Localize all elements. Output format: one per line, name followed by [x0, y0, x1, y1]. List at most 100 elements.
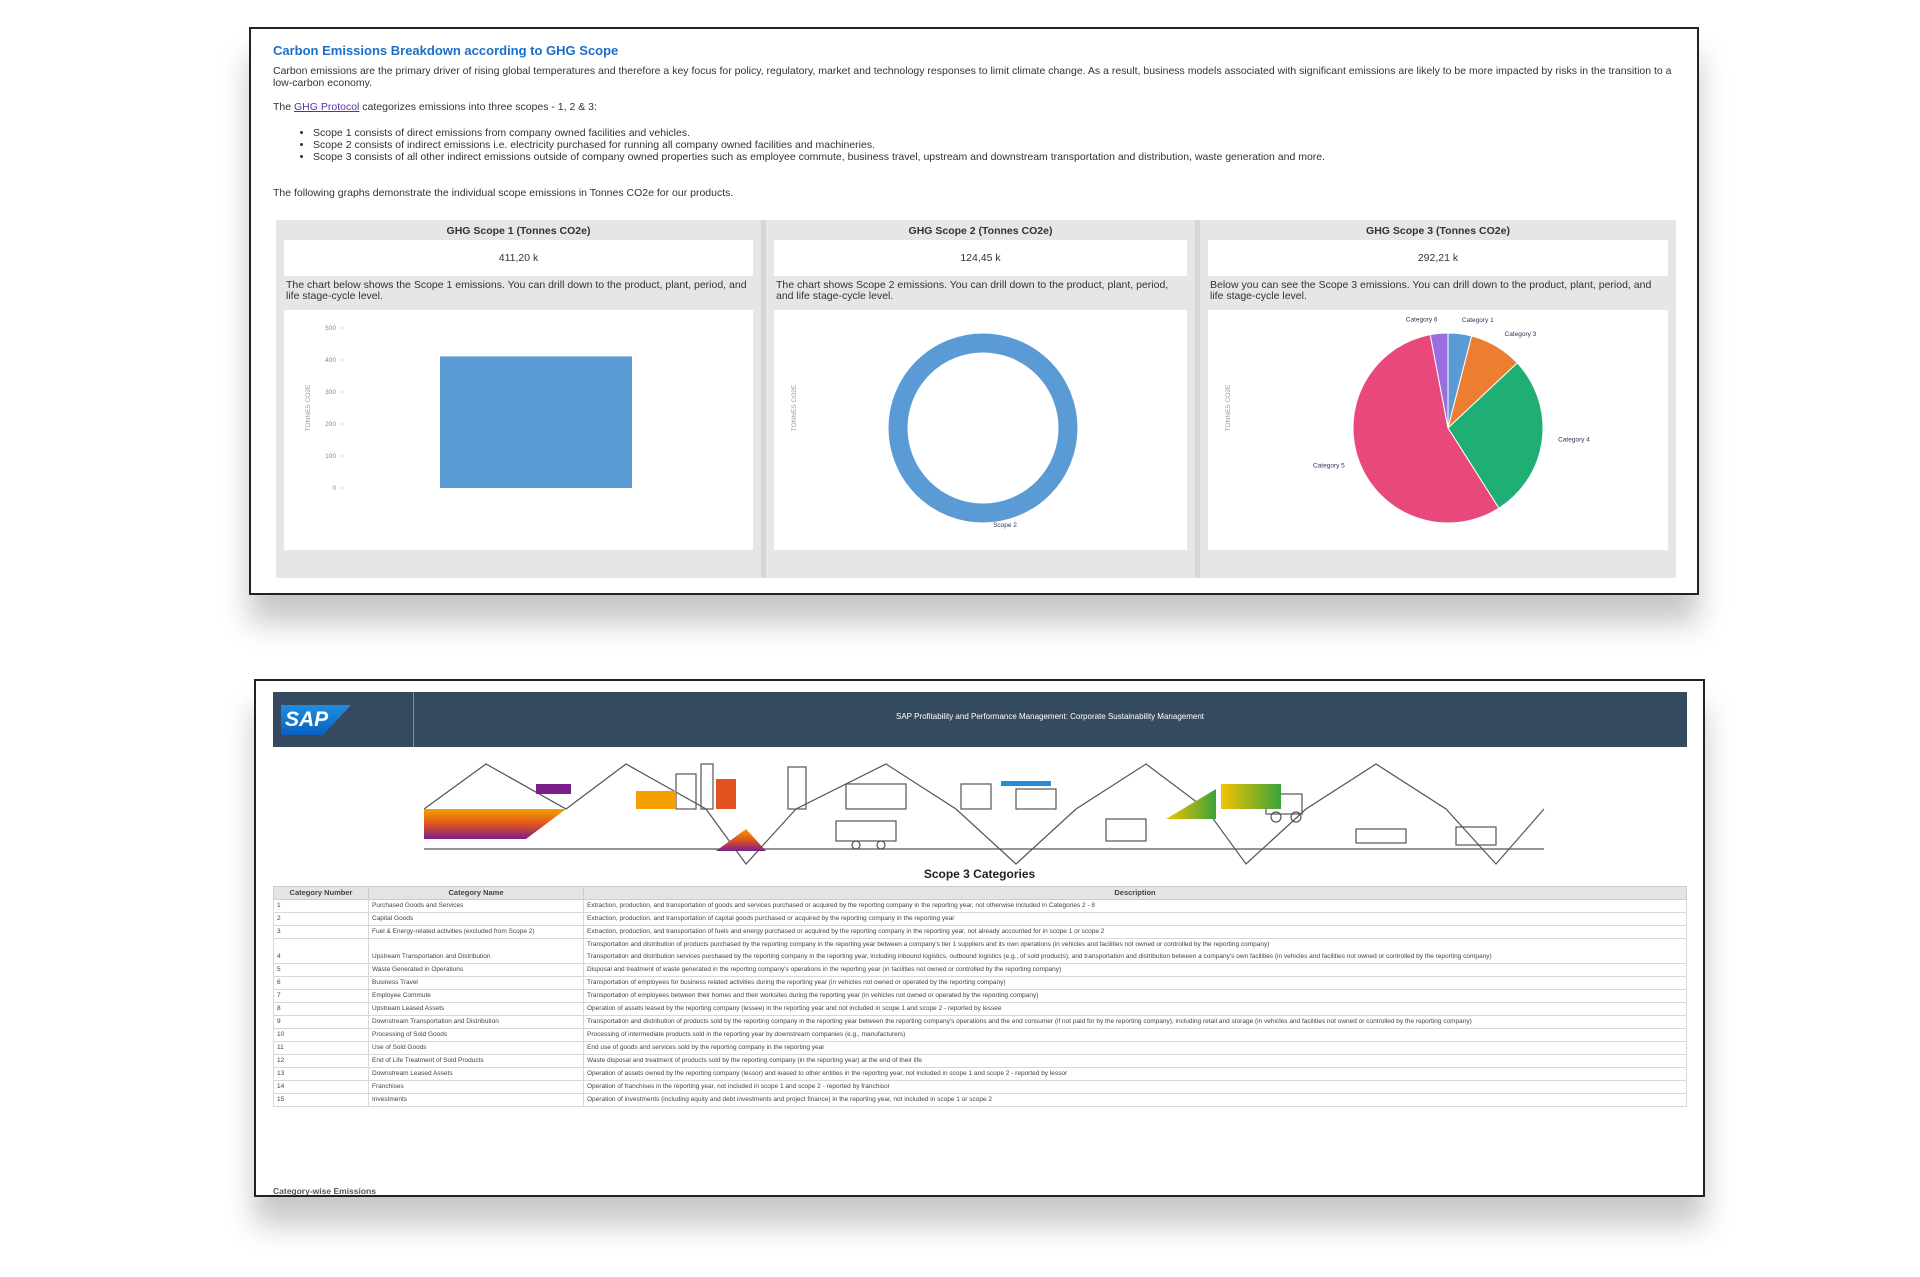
bar	[440, 356, 632, 488]
category-name: Franchises	[368, 1080, 584, 1094]
category-name: Capital Goods	[368, 912, 584, 926]
category-number: 8	[273, 1002, 369, 1016]
category-name: End of Life Treatment of Sold Products	[368, 1054, 584, 1068]
ghg-protocol-link[interactable]: GHG Protocol	[294, 101, 360, 113]
category-number: 14	[273, 1080, 369, 1094]
y-axis-label: TONNES CO2E	[791, 384, 798, 431]
category-description: Transportation of employees for business…	[583, 976, 1687, 990]
card-header: GHG Scope 2 (Tonnes CO2e)	[908, 225, 1053, 237]
graphs-intro: The following graphs demonstrate the ind…	[273, 187, 734, 199]
category-name: Fuel & Energy-related activities (exclud…	[368, 925, 584, 939]
scope-panel: Carbon Emissions Breakdown according to …	[249, 27, 1699, 595]
table-row: 9 Downstream Transportation and Distribut…	[273, 1015, 1687, 1029]
panel-title: Carbon Emissions Breakdown according to …	[273, 43, 619, 58]
category-description: Operation of assets leased by the report…	[583, 1002, 1687, 1016]
category-number: 1	[273, 899, 369, 913]
y-axis-label: TONNES CO2E	[1225, 384, 1232, 431]
chart-card: GHG Scope 2 (Tonnes CO2e) 124,45 k The cha…	[766, 220, 1200, 578]
description-line: Transportation and distribution services…	[587, 953, 1492, 960]
text: categorizes emissions into three scopes …	[359, 101, 597, 113]
chart-area: TONNES CO2E 0 100 200 300 400 500	[284, 310, 753, 550]
table-row: 1 Purchased Goods and Services Extraction,…	[273, 899, 1687, 913]
table-row: 5 Waste Generated in Operations Disposal a…	[273, 963, 1687, 977]
category-number: 12	[273, 1054, 369, 1068]
bullet: Scope 1 consists of direct emissions fro…	[313, 127, 1325, 139]
description-line: Operation of franchises in the reporting…	[587, 1083, 890, 1090]
description-line: Processing of intermediate products sold…	[587, 1031, 906, 1038]
chart: TONNES CO2E Category 1 Category 3 Category …	[1225, 316, 1590, 524]
category-name: Business Travel	[368, 976, 584, 990]
category-number: 2	[273, 912, 369, 926]
table-row: 14 Franchises Operation of franchises in t…	[273, 1080, 1687, 1094]
card-description: The chart shows Scope 2 emissions. You c…	[776, 279, 1169, 302]
category-number: 10	[273, 1028, 369, 1042]
sap-logo: SAP	[281, 705, 351, 735]
chart: TONNES CO2E 0 100 200 300 400 500	[305, 325, 632, 492]
category-description: End use of goods and services sold by th…	[583, 1041, 1687, 1055]
category-number: 3	[273, 925, 369, 939]
card-description: Below you can see the Scope 3 emissions.…	[1210, 279, 1652, 302]
category-description: Operation of franchises in the reporting…	[583, 1080, 1687, 1094]
table-row: 8 Upstream Leased Assets Operation of asse…	[273, 1002, 1687, 1016]
divider	[413, 692, 414, 747]
chart-card: GHG Scope 1 (Tonnes CO2e) 411,20 k The cha…	[276, 220, 766, 578]
category-description: Extraction, production, and transportati…	[583, 912, 1687, 926]
chart-cards: GHG Scope 1 (Tonnes CO2e) 411,20 k The cha…	[276, 220, 1676, 578]
slice-label: Category 5	[1313, 462, 1345, 469]
kpi-value: 292,21 k	[1208, 240, 1668, 276]
scope-list: Scope 1 consists of direct emissions fro…	[273, 127, 1325, 163]
chart-area: TONNES CO2E Scope 2	[774, 310, 1187, 550]
description-line: Transportation of employees between thei…	[587, 992, 1039, 999]
table-row: 12 End of Life Treatment of Sold Products…	[273, 1054, 1687, 1068]
table-row: 15 Investments Operation of investments (i…	[273, 1093, 1687, 1107]
section-footer: Category-wise Emissions	[273, 1186, 376, 1196]
pie-slice	[1429, 332, 1449, 429]
table-row: 10 Processing of Sold Goods Processing of …	[273, 1028, 1687, 1042]
table-row: 11 Use of Sold Goods End use of goods and …	[273, 1041, 1687, 1055]
description-line: Waste disposal and treatment of products…	[587, 1057, 923, 1064]
chart-area: TONNES CO2E Category 1 Category 3 Category …	[1208, 310, 1668, 550]
description-line: Transportation and distribution of produ…	[587, 941, 1270, 948]
category-number: 4	[273, 938, 369, 964]
y-tick-label: 200	[325, 421, 336, 428]
table-row: 2 Capital Goods Extraction, production, an…	[273, 912, 1687, 926]
table-row: 13 Downstream Leased Assets Operation of a…	[273, 1067, 1687, 1081]
category-description: Operation of investments (including equi…	[583, 1093, 1687, 1107]
table-row: 3 Fuel & Energy-related activities (exclu…	[273, 925, 1687, 939]
category-name: Employee Commute	[368, 989, 584, 1003]
category-description: Transportation and distribution of produ…	[583, 1015, 1687, 1029]
card-header: GHG Scope 1 (Tonnes CO2e)	[446, 225, 591, 237]
table-row: 7 Employee Commute Transportation of emplo…	[273, 989, 1687, 1003]
category-name: Upstream Leased Assets	[368, 1002, 584, 1016]
category-description: Processing of intermediate products sold…	[583, 1028, 1687, 1042]
category-description: Extraction, production, and transportati…	[583, 899, 1687, 913]
kpi-value: 124,45 k	[774, 240, 1187, 276]
y-tick-label: 400	[325, 357, 336, 364]
app-title: SAP Profitability and Performance Manage…	[895, 712, 1204, 721]
pie-slice	[1447, 362, 1544, 509]
category-description: Disposal and treatment of waste generate…	[583, 963, 1687, 977]
category-number: 15	[273, 1093, 369, 1107]
kpi-value: 411,20 k	[284, 240, 753, 276]
category-number: 13	[273, 1067, 369, 1081]
category-name: Processing of Sold Goods	[368, 1028, 584, 1042]
category-number: 5	[273, 963, 369, 977]
category-name: Use of Sold Goods	[368, 1041, 584, 1055]
card-header: GHG Scope 3 (Tonnes CO2e)	[1366, 225, 1510, 237]
description-line: Disposal and treatment of waste generate…	[587, 966, 1062, 973]
category-number: 9	[273, 1015, 369, 1029]
intro-text: Carbon emissions are the primary driver …	[273, 65, 1672, 89]
category-description: Waste disposal and treatment of products…	[583, 1054, 1687, 1068]
category-name: Downstream Transportation and Distributi…	[368, 1015, 584, 1029]
y-tick-label: 0	[332, 485, 336, 492]
column-header: Category Name	[368, 886, 584, 900]
table-row: 6 Business Travel Transportation of employ…	[273, 976, 1687, 990]
description-line: Transportation of employees for business…	[587, 979, 1006, 986]
card-description: The chart below shows the Scope 1 emissi…	[286, 279, 747, 302]
description-line: End use of goods and services sold by th…	[587, 1044, 825, 1051]
category-description: Transportation of employees between thei…	[583, 989, 1687, 1003]
category-number: 6	[273, 976, 369, 990]
pie-slice	[1352, 334, 1500, 524]
illustration	[423, 763, 1545, 865]
